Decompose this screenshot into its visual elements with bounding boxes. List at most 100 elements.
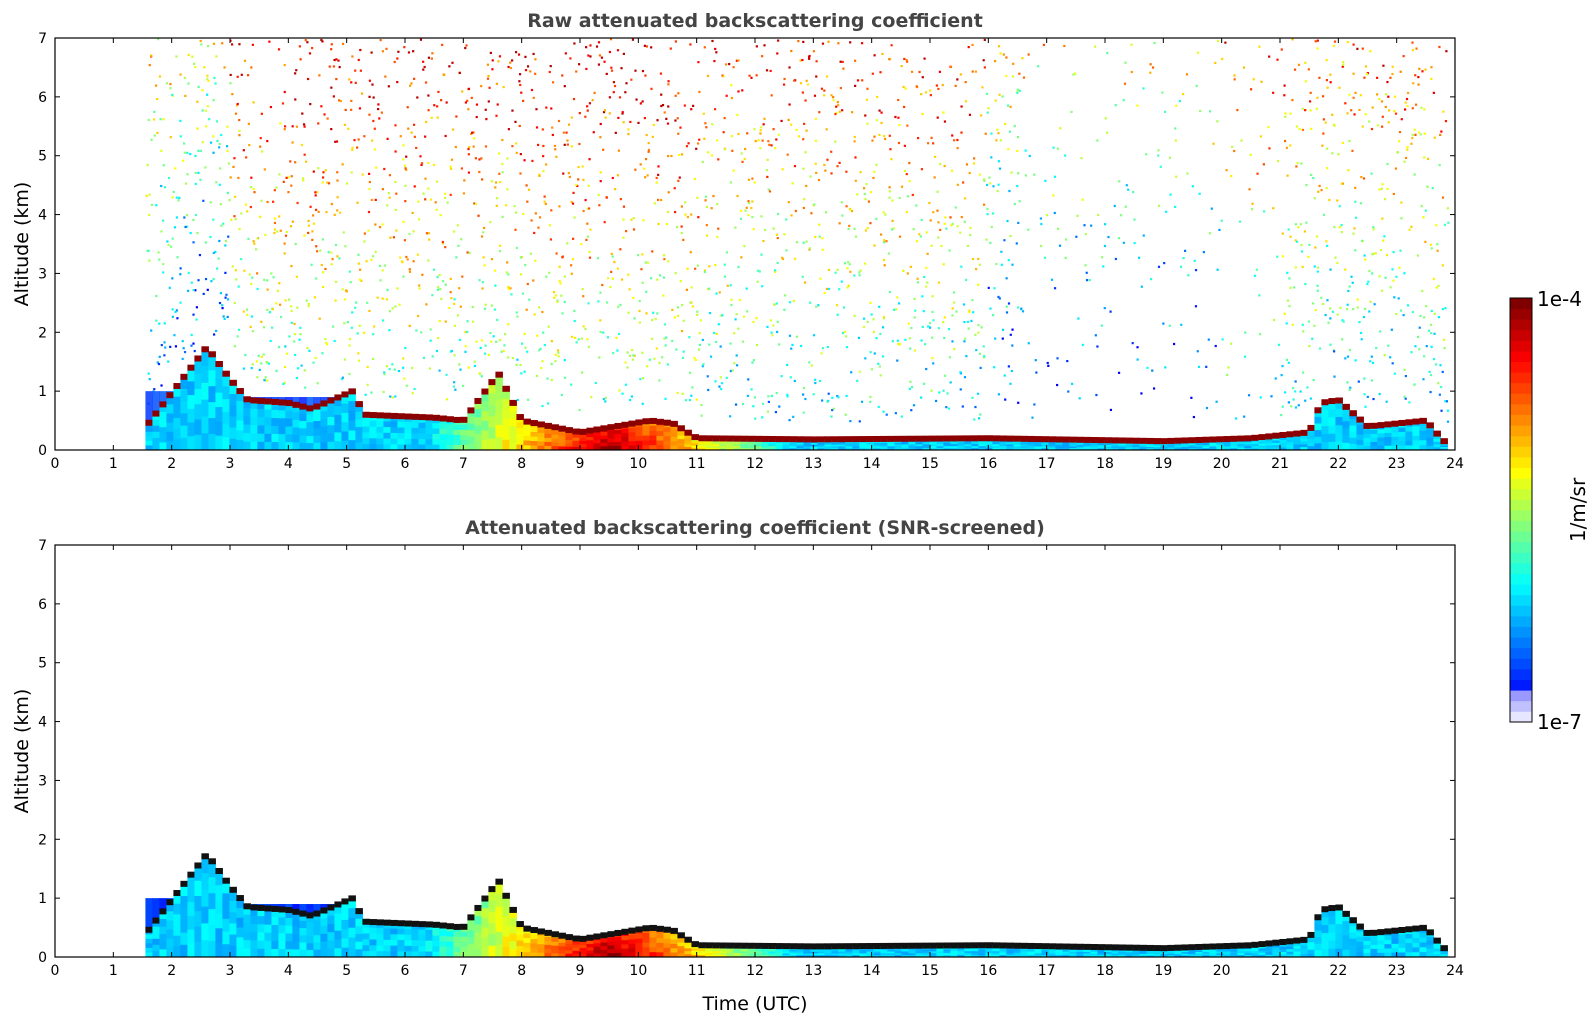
noise-cell [1423,355,1426,358]
panel1-ylabel: Altitude (km) [11,182,33,307]
heatmap-cell [313,920,321,929]
heatmap-cell [754,444,762,447]
noise-cell [888,196,891,199]
noise-cell [1441,308,1444,311]
noise-cell [236,102,239,106]
noise-cell [1352,43,1355,46]
heatmap-cell [278,917,286,926]
heatmap-cell [313,428,321,437]
heatmap-cell [698,440,706,443]
noise-cell [498,338,502,342]
heatmap-cell [432,444,440,450]
noise-cell [490,180,493,183]
noise-cell [675,225,679,229]
noise-cell [290,321,293,324]
noise-cell [563,376,567,379]
noise-cell [264,376,267,379]
noise-cell [194,182,197,186]
heatmap-cell [369,922,377,929]
noise-cell [196,231,199,235]
heatmap-cell [292,926,300,935]
noise-cell [871,72,874,75]
heatmap-cell [201,399,209,417]
noise-cell [938,70,941,73]
noise-cell [453,298,456,301]
heatmap-cell [712,444,720,447]
noise-cell [478,170,481,174]
noise-cell [632,296,635,299]
noise-cell [1316,284,1319,287]
heatmap-cell [726,446,734,449]
noise-cell [832,96,835,99]
noise-cell [927,142,930,145]
noise-cell [348,78,351,81]
noise-cell [1198,192,1201,195]
heatmap-cell [530,943,538,949]
noise-cell [526,350,529,353]
noise-cell [193,62,196,65]
noise-cell [376,296,379,299]
noise-cell [193,349,196,353]
layer-top-cell [341,391,349,398]
noise-cell [634,69,637,72]
noise-cell [303,125,306,128]
noise-cell [713,108,717,111]
noise-cell [802,241,805,244]
heatmap-cell [887,446,895,449]
heatmap-cell [957,446,965,449]
noise-cell [699,319,702,322]
heatmap-cell [1335,441,1343,450]
heatmap-cell [327,923,335,933]
noise-cell [1403,368,1406,371]
noise-cell [996,189,999,193]
noise-cell [921,76,924,79]
noise-cell [1276,58,1279,61]
noise-cell [544,163,548,166]
noise-cell [290,184,293,187]
heatmap-cell [628,948,636,954]
noise-cell [646,365,649,368]
noise-cell [1235,417,1238,420]
noise-cell [770,94,773,97]
heatmap-cell [936,442,944,445]
heatmap-cell [656,426,664,432]
noise-cell [875,217,878,220]
heatmap-cell [327,433,335,443]
noise-cell [506,157,509,160]
noise-cell [607,277,610,280]
noise-cell [1440,130,1443,133]
noise-cell [993,60,997,63]
heatmap-cell [355,911,363,920]
noise-cell [657,222,660,226]
noise-cell [407,51,411,54]
noise-cell [378,264,382,268]
noise-cell [473,364,476,368]
x-tick-label: 4 [284,456,293,472]
noise-cell [729,181,732,184]
noise-cell [384,75,387,78]
noise-cell [1284,115,1287,118]
layer-top-cell [621,421,629,428]
noise-cell [290,265,293,268]
noise-cell [790,123,793,126]
noise-cell [980,114,983,117]
noise-cell [961,405,964,408]
noise-cell [866,87,869,90]
noise-cell [719,376,722,379]
noise-cell [411,211,414,215]
noise-cell [250,186,253,189]
heatmap-cell [1300,438,1308,442]
heatmap-cell [292,427,300,436]
layer-top-cell [292,908,300,915]
heatmap-cell [1405,440,1413,446]
noise-cell [951,222,954,225]
noise-cell [523,370,526,373]
noise-cell [1006,104,1010,107]
heatmap-cell [145,431,153,437]
layer-top-cell [621,928,629,935]
noise-cell [459,368,462,371]
noise-cell [1373,303,1376,306]
noise-cell [386,288,389,292]
noise-cell [949,216,952,219]
layer-top-cell [145,926,153,933]
